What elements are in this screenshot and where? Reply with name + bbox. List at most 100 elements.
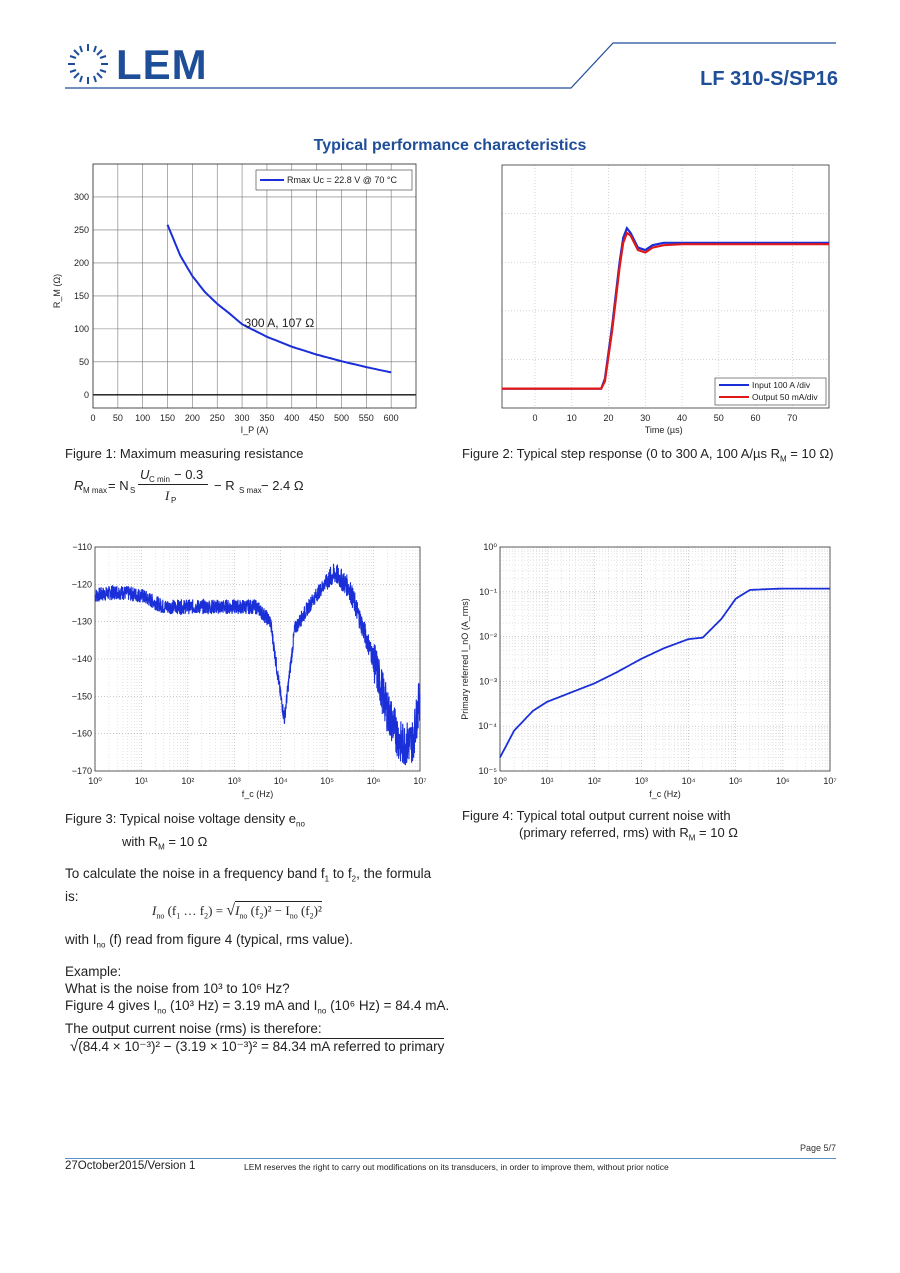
fig2-caption-sub: M	[780, 454, 787, 464]
fig2-caption-text: Figure 2: Typical step response (0 to 30…	[462, 446, 780, 461]
example-question: What is the noise from 10³ to 10⁶ Hz?	[65, 981, 290, 996]
x-tick-label: 10²	[181, 776, 194, 786]
x-tick-label: 10¹	[135, 776, 148, 786]
x-tick-label: 10³	[635, 776, 648, 786]
f2-dots: … f	[180, 903, 205, 918]
f2-root-mid: (f	[247, 903, 260, 918]
x-axis-label: I_P (A)	[241, 425, 269, 435]
x-tick-label: 10⁷	[823, 776, 836, 786]
example-therefore: The output current noise (rms) is theref…	[65, 1020, 322, 1036]
fraction-bar	[138, 484, 208, 485]
f2-root-sq: )² − I	[263, 903, 290, 918]
example-label: Example:	[65, 964, 122, 979]
x-axis-label: Time (µs)	[645, 425, 683, 435]
input-series-line	[502, 225, 829, 390]
formula-eq: = N	[108, 478, 129, 493]
y-tick-label: −170	[72, 766, 92, 776]
x-axis-label: f_c (Hz)	[649, 789, 681, 799]
y-axis-label: R_M (Ω)	[52, 274, 62, 308]
fig4-caption-line2: (primary referred, rms) with R	[519, 825, 689, 840]
x-tick-label: 0	[90, 413, 95, 423]
figure-1-caption: Figure 1: Maximum measuring resistance	[65, 446, 304, 461]
rmax-series-line	[166, 224, 392, 374]
y-tick-label: −140	[72, 654, 92, 664]
lem-logo: LEM	[68, 41, 207, 88]
legend-box	[714, 377, 827, 406]
example-a: Figure 4 gives I	[65, 998, 158, 1013]
y-tick-label: −120	[72, 579, 92, 589]
x-tick-label: 10²	[588, 776, 601, 786]
f2-f1: 1	[176, 911, 181, 921]
product-title: LF 310-S/SP16	[700, 68, 838, 90]
fig3-caption-line1: Figure 3: Typical noise voltage density …	[65, 811, 297, 826]
y-tick-label: −150	[72, 691, 92, 701]
fig3-caption-line2: with R	[122, 833, 159, 849]
x-tick-label: 250	[210, 413, 225, 423]
output-series-line	[502, 231, 829, 390]
figure-3-caption: Figure 3: Typical noise voltage density …	[65, 810, 305, 855]
f2-root-f1: 2	[309, 911, 314, 921]
fig3-caption-sub2: M	[158, 842, 165, 852]
y-tick-label: 10⁻²	[479, 632, 497, 642]
y-tick-label: −160	[72, 729, 92, 739]
formula-tail-end: − 2.4 Ω	[261, 478, 304, 493]
f2-f2: 2	[204, 911, 209, 921]
p1-end: , the formula	[356, 866, 432, 881]
formula-rmax: R M max = N S U C min − 0.3 I P − R S ma…	[74, 467, 334, 507]
sqrt-sign-result: √	[70, 1038, 79, 1055]
x-tick-label: 40	[677, 413, 687, 423]
f2-root-final: )²	[313, 903, 322, 918]
page-number: Page 5/7	[799, 1143, 836, 1153]
f2-root-f2: 2	[259, 911, 264, 921]
y-tick-label: 150	[74, 291, 89, 301]
legend-label: Output 50 mA/div	[752, 392, 818, 402]
f2-root-end: (f	[297, 903, 310, 918]
x-tick-label: 10⁴	[274, 776, 288, 786]
y-tick-label: 10⁰	[483, 542, 497, 552]
section-title: Typical performance characteristics	[313, 137, 587, 154]
formula-tail-sub: S max	[239, 486, 262, 495]
figure-1-chart: 0 50 100 150 200 250 300 350 400 450 500 550 600 0 50 1…	[52, 163, 417, 435]
p2-start: with I	[65, 932, 97, 947]
header-rule	[65, 42, 836, 89]
x-tick-label: 10¹	[541, 776, 554, 786]
x-tick-label: 300	[235, 413, 250, 423]
example-result: √(84.4 × 10⁻³)² − (3.19 × 10⁻³)² = 84.34…	[70, 1038, 445, 1055]
x-tick-label: 150	[160, 413, 175, 423]
x-tick-label: 70	[787, 413, 797, 423]
legend-label: Rmax Uc = 22.8 V @ 70 °C	[287, 175, 398, 185]
x-tick-label: 100	[135, 413, 150, 423]
sunburst-icon	[68, 44, 108, 84]
y-tick-label: 10⁻¹	[479, 587, 497, 597]
x-tick-label: 10	[567, 413, 577, 423]
formula-lhs: R	[74, 478, 84, 493]
footer-notice: LEM reserves the right to carry out modi…	[244, 1162, 669, 1172]
x-tick-label: 500	[334, 413, 349, 423]
x-tick-label: 10⁵	[320, 776, 334, 786]
p1-sub1: 1	[324, 874, 330, 884]
fig2-caption-end: = 10 Ω)	[786, 446, 834, 461]
y-axis-label: Primary referred I_nO (A_rms)	[460, 598, 470, 720]
y-tick-label: 10⁻⁵	[479, 766, 498, 776]
f2-lhs-sub: no	[156, 911, 165, 921]
x-tick-label: 60	[751, 413, 761, 423]
y-tick-label: −130	[72, 617, 92, 627]
x-tick-label: 10⁶	[367, 776, 381, 786]
legend-box	[255, 169, 413, 191]
p2-sub: no	[96, 940, 106, 950]
output-noise-series-line	[499, 587, 830, 758]
formula-noise-band: Ino (f1 … f2) = √Ino (f2)² − Ino (f2)²	[152, 901, 322, 921]
y-tick-label: 50	[79, 357, 89, 367]
formula-lhs-sub: M max	[83, 486, 107, 495]
y-tick-label: 0	[84, 390, 89, 400]
fig4-caption-line1: Figure 4: Typical total output current n…	[462, 808, 731, 823]
p1-mid: to f	[329, 866, 352, 881]
figure-2-caption: Figure 2: Typical step response (0 to 30…	[462, 445, 834, 468]
formula-ns-sub: S	[130, 486, 136, 495]
x-tick-label: 20	[604, 413, 614, 423]
figure-4-chart: 10⁰ 10¹ 10² 10³ 10⁴ 10⁵ 10⁶ 10⁷ 10⁰ 10⁻¹ 10⁻² 10⁻³ 1…	[460, 542, 837, 799]
formula-num-end: − 0.3	[174, 467, 204, 482]
example-a-sub2: no	[317, 1006, 327, 1016]
fig4-caption-sub: M	[688, 833, 696, 843]
x-tick-label: 400	[284, 413, 299, 423]
